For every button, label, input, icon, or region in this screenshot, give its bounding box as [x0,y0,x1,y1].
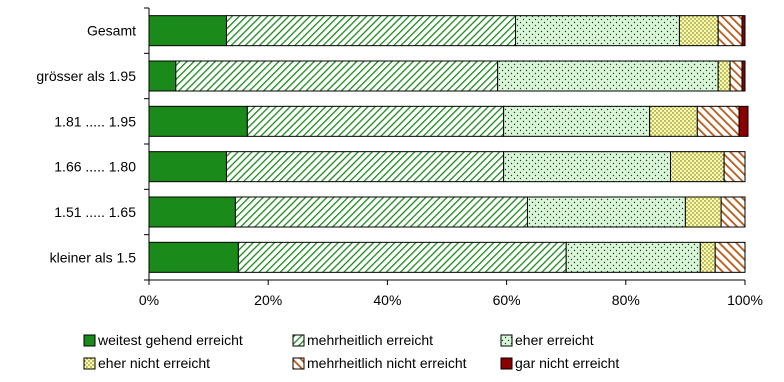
bar-segment-3-4 [723,151,746,183]
bar-segment-1-3 [717,60,731,92]
legend-swatch [83,334,96,347]
x-tick-label: 40% [373,292,401,308]
bar-segment-0-1 [225,15,517,47]
x-tick-label: 100% [727,292,763,308]
bar-segment-0-0 [148,15,227,47]
bar-segment-5-3 [699,241,716,273]
bar-segment-2-0 [148,105,248,137]
bar-segment-2-1 [246,105,505,137]
bar-segment-4-4 [720,196,746,228]
category-labels: Gesamt grösser als 1.95 1.81 ..... 1.95 1.6… [36,23,136,266]
bar-segment-4-2 [526,196,686,228]
legend-swatch [292,334,305,347]
bars-group [148,15,749,273]
bar-segment-3-1 [225,151,505,183]
category-label: Gesamt [87,23,136,39]
tick-labels: 0% 20% 40% 60% 80% 100% [139,292,763,308]
legend: weitest gehend erreicht mehrheitlich erre… [83,332,619,371]
bar-segment-2-4 [696,105,740,137]
legend-swatch [83,357,96,370]
bar-segment-1-2 [497,60,719,92]
bar-segment-1-5 [741,60,746,92]
bar-segment-2-2 [503,105,651,137]
bar-segment-0-4 [717,15,743,47]
bar-segment-4-0 [148,196,236,228]
bar-segment-5-4 [714,241,746,273]
category-label: grösser als 1.95 [36,68,136,84]
bar-segment-2-3 [649,105,698,137]
bar-segment-1-0 [148,60,177,92]
legend-label: mehrheitlich nicht erreicht [307,355,467,371]
axes-group [144,7,746,285]
category-label: kleiner als 1.5 [50,249,137,265]
bar-segment-5-1 [237,241,567,273]
legend-label: weitest gehend erreicht [97,332,243,348]
x-tick-label: 0% [139,292,159,308]
bar-segment-5-2 [565,241,701,273]
x-tick-label: 80% [612,292,640,308]
bar-segment-2-5 [738,105,749,137]
bar-segment-5-0 [148,241,239,273]
legend-label: eher nicht erreicht [98,355,210,371]
bar-segment-1-4 [729,60,743,92]
category-label: 1.81 ..... 1.95 [54,113,136,129]
legend-swatch [500,334,513,347]
legend-swatch [292,357,305,370]
category-label: 1.66 ..... 1.80 [54,159,136,175]
bar-segment-3-2 [503,151,671,183]
bar-segment-0-3 [678,15,719,47]
bar-segment-3-3 [670,151,725,183]
bar-segment-0-5 [741,15,746,47]
bar-segment-1-1 [175,60,499,92]
bar-segment-4-1 [234,196,528,228]
bar-segment-4-3 [684,196,722,228]
bar-segment-0-2 [515,15,680,47]
legend-swatch [500,357,513,370]
legend-label: mehrheitlich erreicht [307,332,433,348]
x-tick-label: 20% [254,292,282,308]
category-label: 1.51 ..... 1.65 [54,204,136,220]
legend-label: eher erreicht [515,332,594,348]
legend-label: gar nicht erreicht [515,355,619,371]
x-tick-label: 60% [493,292,521,308]
bar-segment-3-0 [148,151,227,183]
